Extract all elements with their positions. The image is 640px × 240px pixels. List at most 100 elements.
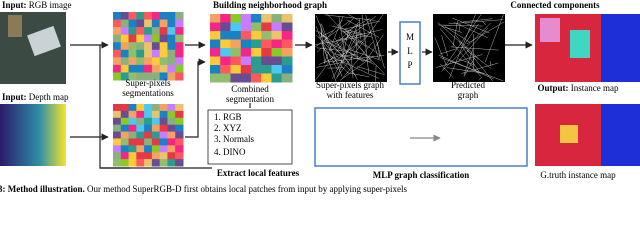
superpixel [240, 48, 252, 57]
superpixel [151, 131, 161, 139]
superpixel [136, 138, 145, 146]
caption: Super-pixels [125, 78, 171, 88]
graph-edge [337, 24, 382, 57]
superpixel [128, 64, 137, 73]
superpixel [151, 145, 161, 153]
superpixel [261, 39, 272, 49]
superpixel [240, 65, 252, 74]
graph-edge [316, 34, 357, 77]
superpixel [210, 31, 221, 40]
superpixel [251, 22, 262, 32]
superpixel [136, 27, 145, 36]
graph-edge [323, 16, 344, 64]
graph-edge [437, 22, 479, 59]
graph-edge [324, 35, 352, 66]
superpixel [230, 65, 242, 74]
superpixel [151, 124, 161, 133]
superpixel [144, 72, 153, 81]
graph-edge [356, 66, 385, 75]
superpixel [120, 57, 130, 66]
caption: Output: Instance map [538, 83, 619, 93]
superpixel [159, 152, 168, 160]
superpixel [120, 152, 130, 160]
superpixel [151, 57, 161, 66]
graph-edge [322, 41, 338, 70]
caption: Predicted [451, 80, 485, 90]
mlp-letter: M [406, 32, 414, 42]
superpixel [220, 56, 231, 66]
instance-part [570, 30, 590, 58]
superpixel [144, 159, 153, 167]
graph-edge [347, 72, 370, 78]
graph-edge [461, 23, 479, 49]
superpixel [261, 65, 272, 74]
graph-edge [441, 35, 448, 57]
superpixel [281, 48, 293, 57]
superpixel [113, 104, 122, 112]
superpixel [210, 48, 221, 57]
superpixel [175, 124, 184, 133]
superpixel [120, 72, 130, 81]
graph-edge [316, 47, 322, 53]
graph-edge [344, 20, 380, 30]
superpixel [128, 117, 137, 126]
superpixel [120, 110, 130, 119]
graph-edge [314, 35, 368, 45]
superpixel [240, 56, 252, 66]
superpixel [120, 27, 130, 36]
superpixel [120, 19, 130, 28]
graph-edge [317, 47, 347, 52]
superpixel [271, 56, 283, 66]
superpixel [175, 27, 184, 36]
superpixel [159, 19, 168, 28]
superpixel [251, 39, 262, 49]
superpixel [128, 104, 137, 112]
graph-edge [478, 77, 482, 80]
graph-edge [444, 26, 470, 43]
graph-edge [316, 26, 337, 82]
superpixel [136, 72, 145, 81]
rgb-input-label: Input: RGB image [2, 0, 72, 10]
graph-edge [454, 22, 489, 39]
superpixel [159, 138, 168, 146]
superpixel [144, 131, 153, 139]
mlp-letter: L [407, 46, 413, 56]
caption: segmentations [122, 88, 174, 98]
superpixel [175, 49, 184, 58]
superpixel [175, 159, 184, 167]
superpixel [128, 27, 137, 36]
feature-item: 4. DINO [214, 147, 246, 157]
superpixel [151, 72, 161, 81]
depth-input-label: Input: Depth map [2, 92, 69, 102]
graph-edge [441, 25, 462, 33]
superpixel [113, 152, 122, 160]
superpixel [136, 19, 145, 28]
superpixel [159, 72, 168, 81]
graph-edge [340, 31, 349, 65]
superpixel [230, 56, 242, 66]
superpixel [120, 34, 130, 43]
superpixel [113, 159, 122, 167]
graph-edge [439, 28, 481, 77]
superpixel [210, 22, 221, 32]
superpixel [136, 34, 145, 43]
superpixel [220, 22, 231, 32]
graph-edge [318, 30, 333, 39]
superpixel [159, 104, 168, 112]
superpixel [151, 152, 161, 160]
superpixel [175, 64, 184, 73]
superpixel [136, 152, 145, 160]
graph-edge [442, 14, 482, 70]
superpixel [151, 110, 161, 119]
superpixel [175, 131, 184, 139]
superpixel [175, 19, 184, 28]
superpixel [120, 131, 130, 139]
graph-edge [361, 14, 369, 74]
classification-box [314, 107, 528, 167]
graph-edge [457, 28, 488, 62]
graph-edge [439, 48, 457, 55]
superpixel [175, 117, 184, 126]
superpixel [240, 73, 252, 83]
feature-item: 3. Normals [214, 134, 254, 144]
superpixel [251, 14, 262, 23]
